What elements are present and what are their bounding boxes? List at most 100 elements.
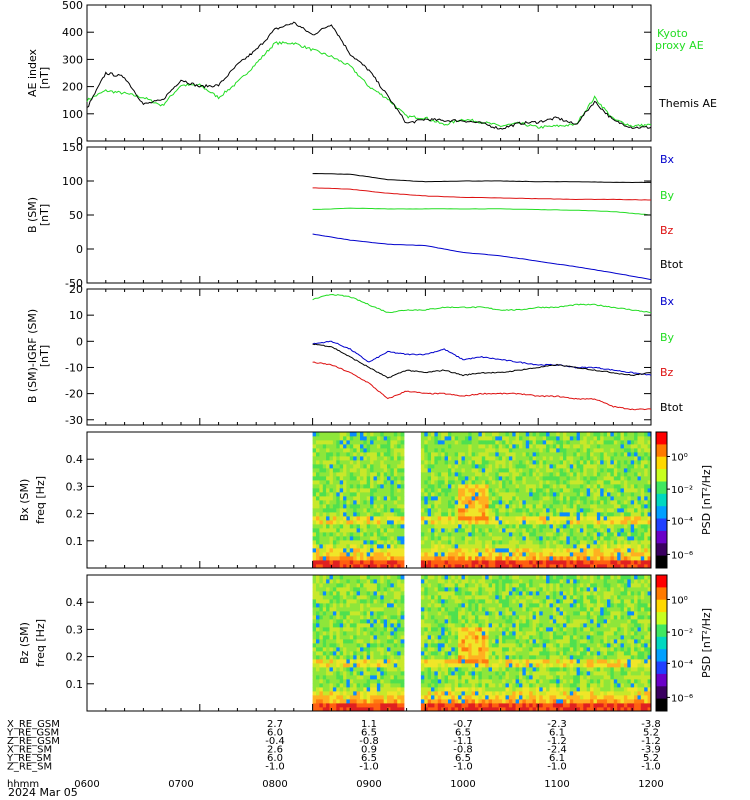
spectrogram-cell	[590, 536, 594, 541]
spectrogram-cell	[627, 552, 632, 557]
spectrogram-cell	[397, 532, 401, 537]
spectrogram-cell	[336, 695, 341, 700]
spectrogram-cell	[326, 440, 330, 445]
spectrogram-cell	[316, 583, 320, 588]
spectrogram-cell	[471, 444, 476, 449]
spectrogram-cell	[519, 440, 523, 445]
spectrogram-cell	[552, 524, 557, 529]
spectrogram-cell	[343, 587, 347, 592]
spectrogram-cell	[586, 528, 591, 533]
spectrogram-cell	[448, 508, 452, 513]
spectrogram-cell	[623, 468, 628, 473]
spectrogram-cell	[451, 560, 456, 565]
spectrogram-cell	[471, 492, 476, 497]
spectrogram-cell	[505, 556, 510, 561]
spectrogram-cell	[539, 496, 544, 501]
spectrogram-cell	[336, 552, 341, 557]
spectrogram-cell	[613, 500, 618, 505]
spectrogram-cell	[519, 488, 523, 493]
spectrogram-cell	[461, 623, 466, 628]
spectrogram-cell	[336, 536, 341, 541]
spectrogram-cell	[613, 508, 618, 513]
spectrogram-cell	[329, 480, 334, 485]
spectrogram-cell	[542, 552, 547, 557]
spectrogram-cell	[596, 448, 601, 453]
spectrogram-cell	[573, 452, 577, 457]
spectrogram-cell	[437, 440, 442, 445]
spectrogram-cell	[363, 679, 368, 684]
spectrogram-cell	[525, 508, 530, 513]
spectrogram-cell	[471, 695, 476, 700]
spectrogram-cell	[319, 647, 324, 652]
spectrogram-cell	[559, 484, 564, 489]
spectrogram-cell	[366, 615, 371, 620]
spectrogram-cell	[326, 707, 330, 712]
spectrogram-cell	[532, 488, 537, 493]
spectrogram-cell	[579, 440, 584, 445]
spectrogram-cell	[478, 488, 483, 493]
spectrogram-cell	[397, 436, 401, 441]
spectrogram-cell	[617, 476, 621, 481]
spectrogram-cell	[387, 651, 391, 656]
spectrogram-cell	[542, 520, 547, 525]
spectrogram-cell	[498, 520, 503, 525]
spectrogram-cell	[535, 536, 540, 541]
spectrogram-cell	[400, 663, 405, 668]
spectrogram-cell	[444, 707, 449, 712]
spectrogram-cell	[485, 480, 489, 485]
spectrogram-cell	[383, 675, 388, 680]
spectrogram-cell	[515, 488, 520, 493]
spectrogram-cell	[634, 456, 638, 461]
spectrogram-cell	[498, 691, 503, 696]
spectrogram-cell	[522, 520, 527, 525]
spectrogram-cell	[573, 524, 577, 529]
spectrogram-cell	[427, 512, 432, 517]
spectrogram-cell	[498, 504, 503, 509]
spectrogram-cell	[461, 532, 466, 537]
spectrogram-cell	[596, 456, 601, 461]
spectrogram-cell	[390, 444, 395, 449]
spectrogram-cell	[525, 552, 530, 557]
spectrogram-cell	[349, 508, 354, 513]
spectrogram-cell	[485, 464, 489, 469]
spectrogram-cell	[427, 651, 432, 656]
spectrogram-cell	[420, 456, 425, 461]
spectrogram-cell	[400, 476, 405, 481]
spectrogram-cell	[495, 687, 500, 692]
spectrogram-cell	[458, 659, 462, 664]
spectrogram-cell	[383, 552, 388, 557]
spectrogram-cell	[640, 432, 645, 437]
spectrogram-cell	[420, 528, 425, 533]
spectrogram-cell	[316, 607, 320, 612]
spectrogram-cell	[322, 611, 327, 616]
spectrogram-cell	[475, 516, 479, 521]
spectrogram-cell	[393, 695, 398, 700]
spectrogram-cell	[360, 468, 364, 473]
spectrogram-cell	[468, 532, 473, 537]
spectrogram-cell	[322, 599, 327, 604]
spectrogram-cell	[393, 508, 398, 513]
spectrogram-cell	[481, 452, 486, 457]
spectrogram-cell	[552, 560, 557, 565]
spectrogram-cell	[481, 532, 486, 537]
spectrogram-cell	[329, 679, 334, 684]
spectrogram-cell	[573, 556, 577, 561]
spectrogram-cell	[519, 448, 523, 453]
spectrogram-cell	[498, 516, 503, 521]
spectrogram-cell	[332, 492, 337, 497]
spectrogram-cell	[464, 683, 469, 688]
spectrogram-cell	[535, 472, 540, 477]
spectrogram-cell	[471, 615, 476, 620]
spectrogram-cell	[319, 591, 324, 596]
spectrogram-cell	[502, 488, 506, 493]
spectrogram-cell	[569, 488, 574, 493]
spectrogram-cell	[444, 548, 449, 553]
spectrogram-cell	[397, 595, 401, 600]
spectrogram-cell	[322, 536, 327, 541]
spectrogram-cell	[373, 484, 378, 489]
spectrogram-cell	[363, 655, 368, 660]
spectrogram-cell	[495, 611, 500, 616]
spectrogram-cell	[593, 548, 598, 553]
spectrogram-cell	[349, 647, 354, 652]
spectrogram-cell	[370, 560, 374, 565]
